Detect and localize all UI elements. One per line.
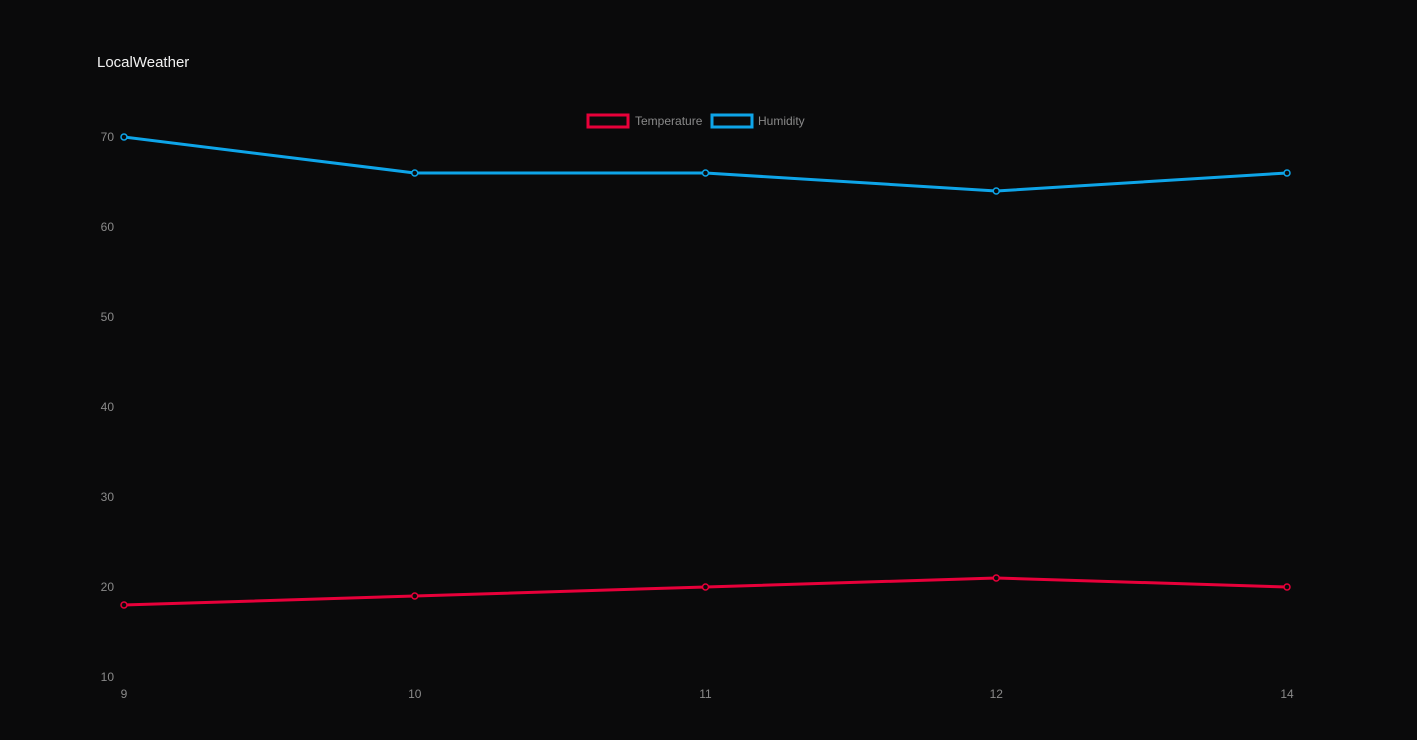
x-tick-label: 14 (1280, 687, 1294, 701)
x-tick-label: 11 (699, 687, 712, 701)
humidity-line (122, 135, 1289, 193)
temperature-point (411, 592, 419, 600)
y-tick-label: 60 (101, 220, 115, 234)
chart-title: LocalWeather (97, 54, 190, 71)
y-tick-label: 70 (101, 130, 115, 144)
y-tick-label: 50 (101, 310, 115, 324)
y-tick-label: 40 (101, 400, 115, 414)
legend-swatch-humidity (710, 113, 754, 129)
temperature-series (120, 574, 1291, 609)
humidity-point (701, 169, 710, 177)
x-tick-label: 10 (408, 687, 422, 701)
chart-legend: Temperature Humidity (586, 113, 805, 129)
y-tick-label: 10 (101, 670, 115, 684)
y-axis: 10 20 30 40 50 60 70 (101, 130, 115, 684)
legend-label-temperature: Temperature (635, 114, 703, 128)
legend-item-humidity: Humidity (710, 113, 805, 129)
humidity-point (1283, 169, 1291, 177)
legend-item-temperature: Temperature (586, 113, 703, 129)
humidity-series (120, 133, 1291, 195)
x-tick-label: 9 (121, 687, 128, 701)
x-tick-label: 12 (990, 687, 1004, 701)
humidity-point (120, 133, 128, 141)
temperature-point (992, 574, 1000, 582)
series-layer (120, 133, 1291, 609)
humidity-point (411, 169, 419, 177)
temperature-point (120, 601, 128, 609)
y-tick-label: 20 (101, 580, 115, 594)
humidity-point (992, 187, 1000, 195)
legend-label-humidity: Humidity (758, 114, 805, 128)
temperature-point (701, 583, 710, 591)
x-axis: 9 10 11 12 14 (121, 687, 1294, 701)
temperature-point (1283, 583, 1291, 591)
y-tick-label: 30 (101, 490, 115, 504)
temperature-line (122, 576, 1289, 607)
legend-swatch-temperature (586, 113, 630, 129)
